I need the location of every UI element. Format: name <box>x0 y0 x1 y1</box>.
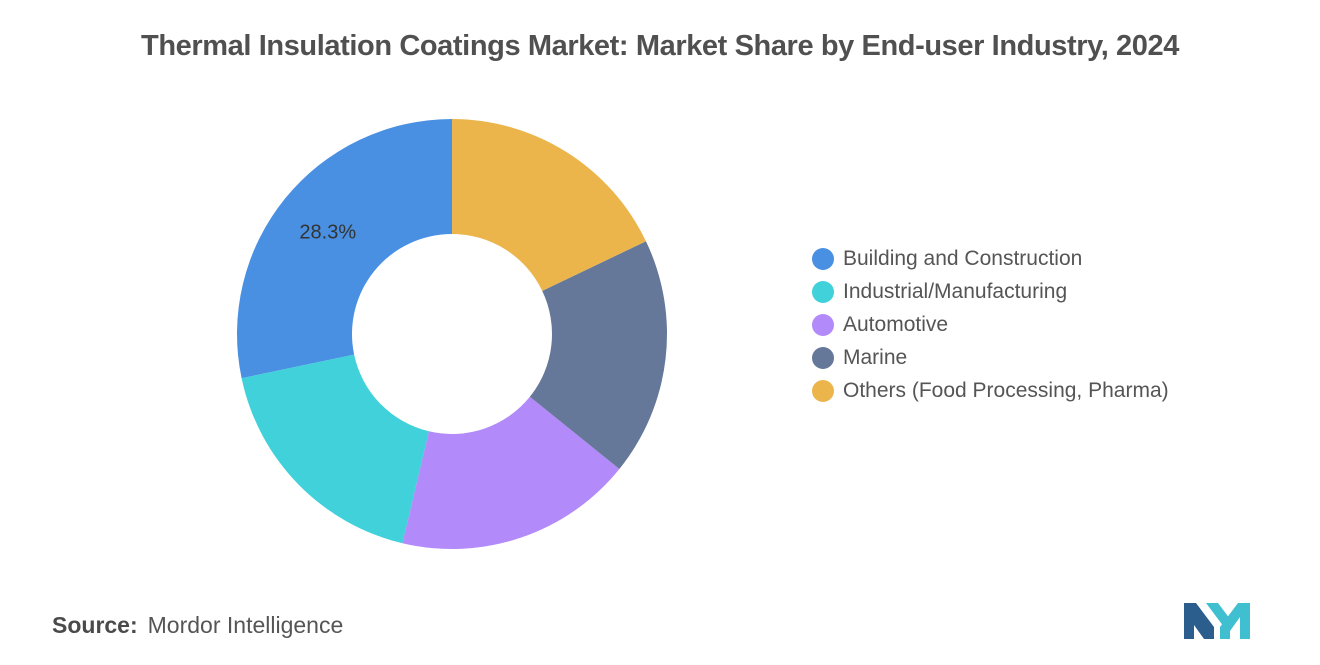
legend-label: Building and Construction <box>843 246 1083 270</box>
mordor-intelligence-logo-icon <box>1184 603 1250 639</box>
legend-item-others: Others (Food Processing, Pharma) <box>812 374 1169 407</box>
legend-swatch <box>812 346 834 369</box>
legend-label: Marine <box>843 345 908 369</box>
data-label-building-construction: 28.3% <box>299 221 356 243</box>
logo-shape-left <box>1184 603 1214 639</box>
source-label: Source: <box>52 612 138 638</box>
logo-shape-middle <box>1206 603 1230 627</box>
legend-swatch <box>812 313 834 336</box>
donut-slice-industrial-manufacturing <box>241 354 429 544</box>
donut-slice-others <box>452 119 646 291</box>
legend-label: Automotive <box>843 312 949 336</box>
legend-swatch <box>812 247 834 270</box>
donut-slice-marine <box>529 241 667 469</box>
legend-item-building-construction: Building and Construction <box>812 242 1169 275</box>
legend-swatch <box>812 280 834 303</box>
logo-shape-right <box>1220 603 1250 639</box>
donut-slice-automotive <box>402 396 620 549</box>
source-text: Mordor Intelligence <box>147 612 344 638</box>
legend-swatch <box>812 379 834 402</box>
legend-item-marine: Marine <box>812 341 1169 374</box>
source-note: Source: Mordor Intelligence <box>52 612 343 639</box>
donut-slice-building-construction <box>237 119 452 379</box>
chart-legend: Building and Construction Industrial/Man… <box>812 242 1169 407</box>
legend-item-automotive: Automotive <box>812 308 1169 341</box>
legend-label: Industrial/Manufacturing <box>843 279 1068 303</box>
chart-title: Thermal Insulation Coatings Market: Mark… <box>141 30 1179 62</box>
legend-label: Others (Food Processing, Pharma) <box>843 378 1169 402</box>
legend-item-industrial-manufacturing: Industrial/Manufacturing <box>812 275 1169 308</box>
